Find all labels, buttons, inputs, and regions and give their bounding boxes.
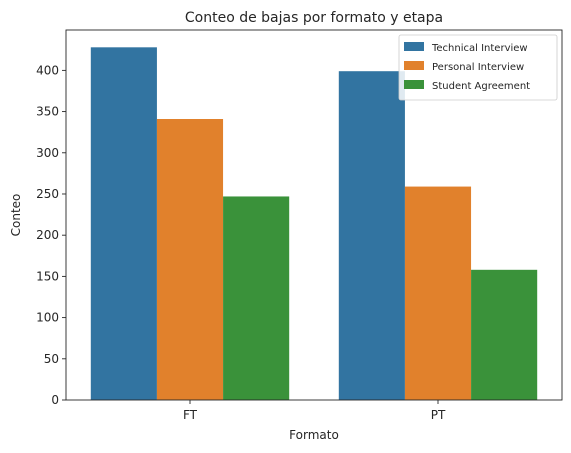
x-tick-label-pt: PT	[431, 408, 446, 422]
bars-group	[90, 47, 538, 401]
y-tick-label: 200	[36, 228, 59, 242]
legend: Technical Interview Personal Interview Stu…	[398, 34, 558, 101]
bar-pt-series-0	[338, 71, 405, 400]
legend-swatch-1	[404, 61, 424, 70]
bar-ft-series-2	[223, 196, 290, 400]
y-tick-label: 50	[44, 352, 59, 366]
bar-ft-series-1	[156, 119, 224, 400]
y-tick-label: 400	[36, 63, 59, 77]
chart-title: Conteo de bajas por formato y etapa	[185, 10, 443, 26]
x-tick-label-ft: FT	[183, 408, 198, 422]
legend-label-0: Technical Interview	[431, 43, 528, 54]
y-tick-label: 100	[36, 311, 59, 325]
x-axis-label: Formato	[289, 428, 339, 442]
y-tick-label: 0	[51, 393, 59, 407]
legend-swatch-0	[404, 42, 424, 51]
legend-swatch-2	[404, 80, 424, 89]
y-tick-label: 150	[36, 269, 59, 283]
bar-pt-series-1	[404, 186, 472, 400]
bar-ft-series-0	[90, 47, 157, 401]
legend-label-1: Personal Interview	[432, 62, 524, 73]
plot-frame	[65, 29, 563, 401]
legend-box	[398, 34, 558, 101]
bar-pt-series-2	[471, 269, 538, 400]
y-axis: 0 50 100 150 200 250 300 350 400	[36, 63, 66, 407]
y-tick-label: 350	[36, 105, 59, 119]
y-axis-label: Conteo	[9, 194, 23, 237]
y-tick-label: 250	[36, 187, 59, 201]
x-axis: FT PT	[183, 400, 446, 422]
legend-label-2: Student Agreement	[432, 81, 530, 92]
y-tick-label: 300	[36, 146, 59, 160]
